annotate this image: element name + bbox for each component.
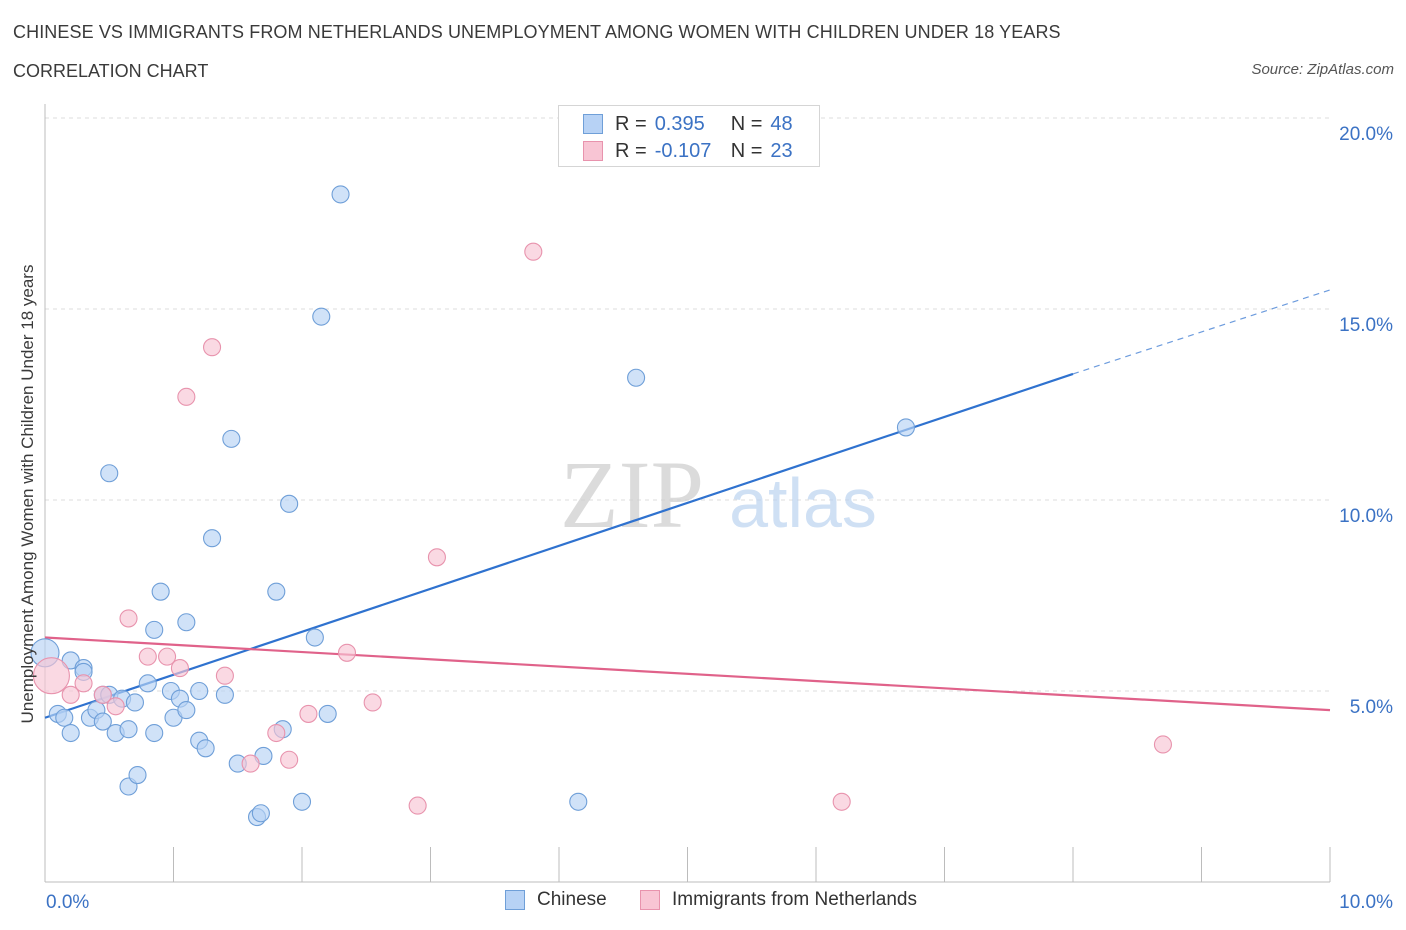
chinese-point [151, 582, 170, 601]
chinese-point [93, 712, 112, 731]
chinese-point [280, 494, 299, 513]
legend-n-label: N = [730, 139, 763, 162]
chinese-point [145, 620, 164, 639]
chinese-point [305, 628, 324, 647]
netherlands-point [427, 548, 446, 567]
netherlands-point [1153, 735, 1172, 754]
trend-lines [44, 289, 1331, 719]
chinese-point [292, 792, 312, 811]
chinese-point [145, 723, 164, 743]
netherlands-point [138, 647, 157, 666]
chinese-trend-extension [1072, 289, 1331, 375]
netherlands-point [363, 693, 382, 712]
legend-swatch-netherlands [583, 141, 603, 161]
y-tick-label: 10.0% [1339, 506, 1393, 527]
source-label: Source: ZipAtlas.com [1251, 61, 1394, 78]
series-label-chinese: Chinese [537, 889, 607, 910]
watermark: ZIP atlas [560, 441, 877, 548]
netherlands-point [177, 387, 196, 406]
x-tick-label: 0.0% [46, 892, 89, 913]
chinese-point [318, 704, 337, 723]
y-axis-title: Unemployment Among Women with Children U… [18, 264, 37, 724]
chinese-point [125, 693, 144, 712]
netherlands-point [215, 666, 234, 685]
netherlands-trend-line [44, 636, 1331, 712]
netherlands-point [61, 685, 80, 704]
netherlands-point [267, 723, 286, 743]
chinese-point [119, 720, 138, 739]
y-tick-label: 15.0% [1339, 315, 1393, 336]
series-swatch-netherlands [640, 890, 660, 910]
chinese-point [569, 792, 588, 811]
legend-r-value: 0.395 [654, 112, 705, 135]
legend-row-netherlands: R = -0.107 N = 23 [583, 138, 836, 164]
chinese-point [177, 701, 196, 720]
netherlands-point [32, 657, 70, 695]
chinese-point [251, 804, 270, 823]
chart-subtitle: CORRELATION CHART [13, 61, 209, 81]
chinese-point [896, 418, 916, 437]
series-legend: Chinese Immigrants from Netherlands [0, 889, 1406, 915]
netherlands-point [119, 609, 138, 628]
tick-labels: 5.0% 10.0% 15.0% 20.0% 0.0% 10.0% [46, 124, 1393, 913]
netherlands-point [106, 697, 125, 716]
netherlands-point [203, 338, 222, 357]
series-swatch-chinese [505, 890, 525, 910]
legend-r-value: -0.107 [654, 139, 712, 162]
series-legend-chinese: Chinese [505, 889, 607, 911]
chinese-point [196, 739, 215, 758]
netherlands-point [241, 754, 260, 773]
netherlands-point [337, 643, 357, 662]
legend-n-value: 23 [770, 139, 793, 162]
chinese-point [215, 685, 234, 704]
netherlands-point [524, 242, 543, 261]
legend-r-label: R = [615, 139, 647, 162]
chart-title: CHINESE VS IMMIGRANTS FROM NETHERLANDS U… [13, 22, 1061, 42]
netherlands-point [280, 750, 299, 769]
data-points [30, 185, 1172, 827]
chinese-point [128, 765, 147, 785]
netherlands-point [74, 674, 93, 693]
legend-swatch-chinese [583, 114, 603, 134]
chinese-point [627, 368, 646, 387]
netherlands-point [299, 704, 318, 723]
y-tick-label: 5.0% [1350, 697, 1393, 718]
correlation-legend: R = 0.395 N = 48 R = -0.107 N = 23 [558, 105, 820, 167]
chinese-point [331, 185, 350, 204]
chinese-point [100, 464, 119, 483]
series-label-netherlands: Immigrants from Netherlands [672, 889, 917, 910]
grid-lines [45, 117, 1330, 692]
chinese-point [190, 681, 209, 701]
legend-n-label: N = [730, 112, 763, 135]
chinese-point [138, 674, 157, 693]
legend-row-chinese: R = 0.395 N = 48 [583, 111, 836, 137]
watermark-zip: ZIP [560, 441, 704, 548]
y-tick-label: 20.0% [1339, 124, 1393, 145]
netherlands-point [832, 792, 851, 811]
chinese-point [312, 307, 331, 326]
chinese-point [55, 708, 74, 727]
chinese-point [203, 529, 222, 548]
axes [44, 104, 1331, 883]
netherlands-point [170, 659, 189, 678]
series-legend-netherlands: Immigrants from Netherlands [640, 889, 917, 911]
chinese-point [177, 613, 196, 632]
chinese-point [61, 723, 80, 743]
netherlands-point [93, 685, 112, 704]
netherlands-point [408, 796, 427, 815]
legend-n-value: 48 [770, 112, 793, 135]
watermark-atlas: atlas [729, 464, 877, 542]
chinese-point [222, 429, 241, 448]
legend-r-label: R = [615, 112, 647, 135]
x-tick-label: 10.0% [1339, 892, 1393, 913]
chinese-point [267, 582, 286, 601]
netherlands-point [158, 647, 177, 666]
